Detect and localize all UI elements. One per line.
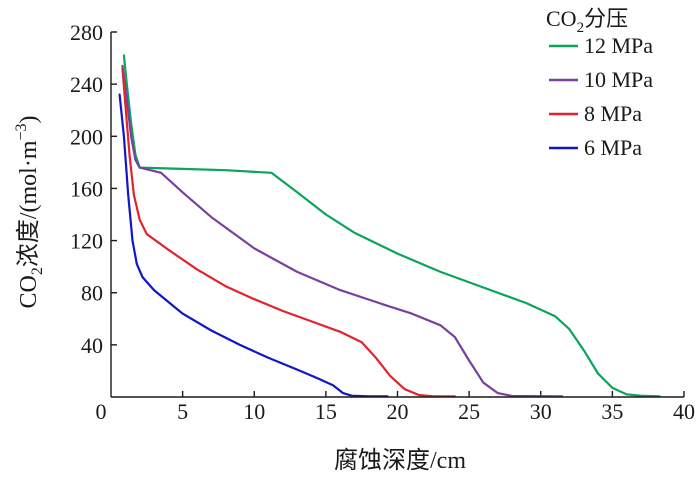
y-tick-label: 120 (70, 229, 103, 254)
x-tick-label: 40 (673, 399, 695, 424)
y-axis-title-superscript: −3 (13, 123, 30, 140)
x-tick-label: 20 (387, 399, 409, 424)
y-axis-title-close: ) (16, 115, 42, 123)
series-layer (118, 54, 661, 398)
series-line (122, 54, 661, 398)
legend-label: 12 MPa (584, 33, 653, 58)
series-line (121, 67, 456, 398)
x-tick-label: 35 (601, 399, 623, 424)
legend: 12 MPa 10 MPa 8 MPa 6 MPa (549, 33, 653, 160)
series-line (118, 93, 389, 398)
y-axis-title-co: CO (16, 275, 42, 308)
y-tick-label: 240 (70, 72, 103, 97)
x-axis-ticks: 0 5 10 15 20 25 30 35 40 (96, 391, 695, 424)
x-tick-label: 10 (243, 399, 265, 424)
x-tick-label: 15 (315, 399, 337, 424)
y-axis-title-subscript: 2 (29, 267, 46, 275)
x-tick-label: 25 (458, 399, 480, 424)
y-tick-label: 40 (81, 333, 103, 358)
legend-title-text: 分压 (584, 6, 628, 31)
series-line (121, 64, 564, 398)
y-tick-label: 80 (81, 281, 103, 306)
legend-label: 10 MPa (584, 67, 653, 92)
x-tick-label: 0 (96, 399, 107, 424)
legend-title: CO2分压 (546, 6, 628, 36)
legend-title-subscript: 2 (577, 20, 585, 36)
legend-label: 8 MPa (584, 101, 642, 126)
y-axis-ticks: 40 80 120 160 200 240 280 (70, 20, 117, 358)
y-axis-title-text: 浓度/(mol·m (15, 140, 42, 267)
y-tick-label: 160 (70, 176, 103, 201)
legend-title-co: CO (546, 6, 577, 31)
x-tick-label: 30 (530, 399, 552, 424)
y-tick-label: 200 (70, 124, 103, 149)
x-tick-label: 5 (177, 399, 188, 424)
y-axis-title: CO2浓度/(mol·m−3) (13, 115, 46, 308)
legend-label: 6 MPa (584, 135, 642, 160)
y-tick-label: 280 (70, 20, 103, 45)
x-axis-title: 腐蚀深度/cm (334, 447, 466, 474)
